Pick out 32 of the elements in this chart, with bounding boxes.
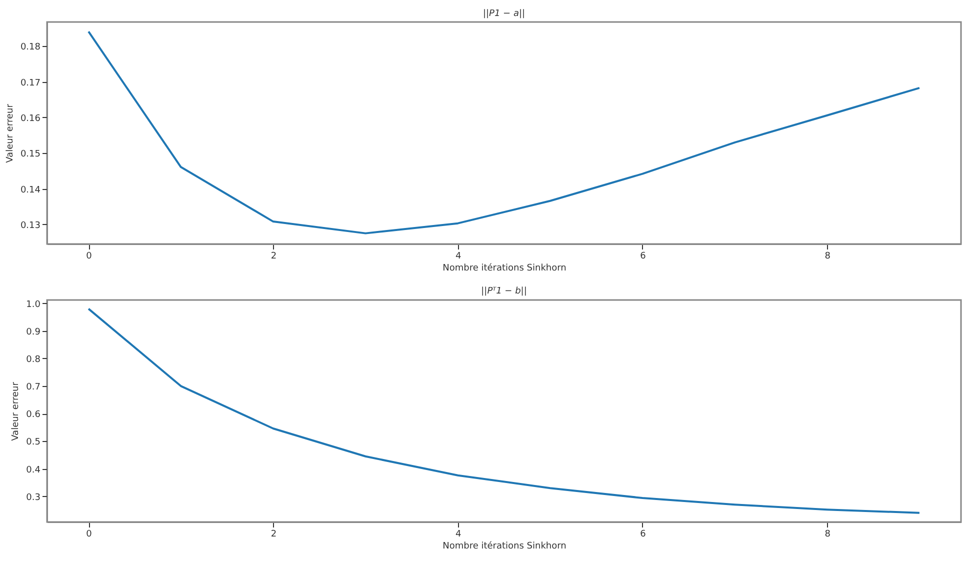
x-tick-label: 8 xyxy=(824,252,831,262)
y-tick-label: 0.15 xyxy=(20,150,40,160)
x-tick-label: 0 xyxy=(86,252,92,262)
x-tick-label: 8 xyxy=(824,530,831,540)
y-tick-label: 0.14 xyxy=(20,185,41,196)
x-axis-title: Nombre itérations Sinkhorn xyxy=(442,540,566,552)
y-tick-label: 0.8 xyxy=(26,354,41,365)
y-tick-label: 1.0 xyxy=(26,300,41,310)
x-tick-label: 2 xyxy=(270,252,277,262)
line-series xyxy=(88,30,920,234)
y-tick-label: 0.5 xyxy=(26,438,40,448)
y-tick-label: 0.16 xyxy=(20,114,41,124)
y-axis-title: Valeur erreur xyxy=(5,104,16,163)
chart-title: ||P1 − a|| xyxy=(482,9,526,19)
x-tick-label: 2 xyxy=(270,530,277,540)
x-tick-label: 0 xyxy=(86,530,92,540)
line-series xyxy=(88,308,920,514)
y-tick-label: 0.13 xyxy=(20,220,40,231)
y-axis-title: Valeur erreur xyxy=(11,382,22,441)
x-tick-label: 6 xyxy=(640,252,646,262)
x-axis-title: Nombre itérations Sinkhorn xyxy=(442,262,566,274)
x-tick-label: 6 xyxy=(640,530,646,540)
x-tick-label: 4 xyxy=(455,252,462,262)
chart-title: ||Pᵀ1 − b|| xyxy=(481,286,527,296)
x-tick-label: 4 xyxy=(455,530,462,540)
y-tick-label: 0.7 xyxy=(26,382,40,393)
y-tick-label: 0.9 xyxy=(26,327,41,338)
y-tick-label: 0.3 xyxy=(26,492,40,503)
y-tick-label: 0.6 xyxy=(26,410,41,420)
y-tick-label: 0.17 xyxy=(20,78,40,88)
y-tick-label: 0.4 xyxy=(26,465,41,476)
y-tick-label: 0.18 xyxy=(20,42,41,53)
